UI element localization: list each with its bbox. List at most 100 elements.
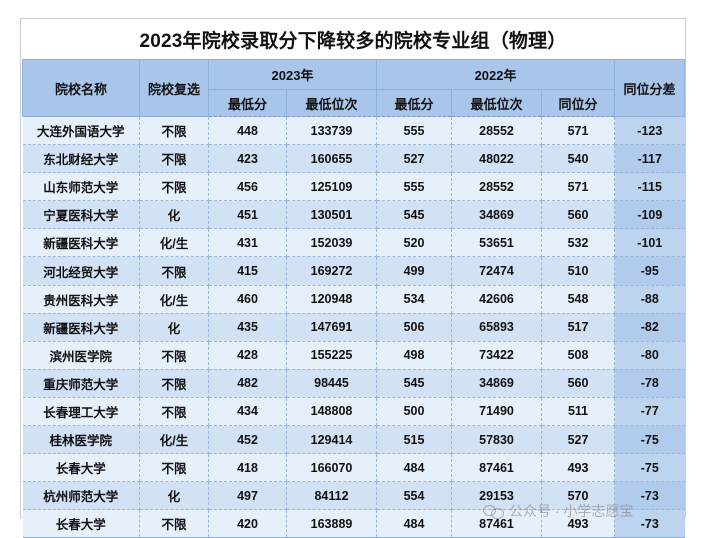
cell-subject: 不限 xyxy=(139,397,209,427)
cell-school: 河北经贸大学 xyxy=(22,256,140,286)
cell-diff: -109 xyxy=(614,200,685,230)
cell-min-rank-2023: 160655 xyxy=(286,144,378,174)
cell-school: 长春大学 xyxy=(22,453,140,483)
header-row-sub: 最低分 最低位次 最低分 最低位次 同位分 xyxy=(23,89,685,117)
watermark: 公众号 · 小学志愿宝 xyxy=(483,502,633,520)
header-year-2022: 2022年 xyxy=(376,59,616,90)
table-row: 东北财经大学 不限 423 160655 527 48022 540 -117 xyxy=(22,144,685,174)
cell-min-rank-2022: 28552 xyxy=(451,172,543,202)
cell-equiv-score: 493 xyxy=(541,453,616,483)
cell-equiv-score: 527 xyxy=(541,425,616,455)
cell-equiv-score: 571 xyxy=(541,172,616,202)
cell-subject: 不限 xyxy=(139,144,209,174)
cell-min-score-2023: 482 xyxy=(208,369,287,398)
cell-school: 山东师范大学 xyxy=(22,172,140,202)
cell-min-score-2022: 498 xyxy=(376,341,453,370)
cell-min-rank-2022: 34869 xyxy=(451,369,543,398)
cell-diff: -80 xyxy=(614,341,685,370)
table-card: 2023年院校录取分下降较多的院校专业组（物理） 院校名称 院校复选 2023年… xyxy=(20,18,686,538)
cell-min-score-2023: 423 xyxy=(208,144,287,174)
cell-subject: 化/生 xyxy=(139,285,209,314)
cell-min-rank-2023: 98445 xyxy=(286,369,378,398)
cell-min-score-2022: 545 xyxy=(376,369,453,398)
cell-min-rank-2023: 133739 xyxy=(286,116,378,146)
cell-min-rank-2022: 53651 xyxy=(451,228,543,258)
cell-subject: 不限 xyxy=(139,369,209,398)
cell-equiv-score: 493 xyxy=(541,509,616,538)
cell-min-score-2022: 499 xyxy=(376,256,453,286)
cell-diff: -73 xyxy=(614,509,685,538)
cell-min-score-2022: 555 xyxy=(376,172,453,202)
cell-equiv-score: 511 xyxy=(541,397,616,427)
table-row: 杭州师范大学化 497 84112 554 29153 570 -73 xyxy=(22,481,685,511)
cell-school: 新疆医科大学 xyxy=(22,313,140,342)
cell-min-score-2023: 435 xyxy=(208,313,287,342)
header-equiv-score: 同位分 xyxy=(541,89,616,117)
cell-min-rank-2023: 130501 xyxy=(286,200,378,230)
cell-min-score-2023: 420 xyxy=(208,509,287,538)
cell-equiv-score: 571 xyxy=(541,116,616,146)
cell-subject: 不限 xyxy=(139,172,209,202)
cell-min-rank-2022: 57830 xyxy=(451,425,543,455)
cell-school: 长春大学 xyxy=(22,509,140,538)
table-row: 重庆师范大学 不限 482 98445 545 34869 560 -78 xyxy=(22,369,685,398)
header-row-top: 院校名称 院校复选 2023年 2022年 同位分差 xyxy=(22,59,686,117)
cell-subject: 化/生 xyxy=(139,425,209,455)
watermark-text: 公众号 · 小学志愿宝 xyxy=(509,503,634,519)
cell-min-score-2023: 448 xyxy=(208,116,287,146)
cell-min-rank-2023: 163889 xyxy=(286,509,378,538)
table-row: 宁夏医科大学化 451 130501 545 34869 560 -109 xyxy=(22,200,685,230)
cell-min-score-2022: 545 xyxy=(376,200,453,230)
table-row: 桂林医学院 化/生 452 129414 515 57830 527 -75 xyxy=(22,425,685,455)
cell-subject: 化/生 xyxy=(139,228,209,258)
cell-equiv-score: 570 xyxy=(541,481,616,511)
cell-min-score-2023: 497 xyxy=(208,481,287,511)
header-min-rank-2023: 最低位次 xyxy=(285,89,378,117)
cell-min-rank-2023: 166070 xyxy=(286,453,378,483)
cell-school: 滨州医学院 xyxy=(22,341,140,370)
cell-diff: -75 xyxy=(614,453,685,483)
cell-diff: -117 xyxy=(614,144,685,174)
table-row: 长春理工大学 不限 434 148808 500 71490 511 -77 xyxy=(22,397,685,427)
cell-min-score-2022: 484 xyxy=(376,453,453,483)
table-row: 新疆医科大学 化/生 431 152039 520 53651 532 -101 xyxy=(22,228,685,258)
cell-min-score-2023: 434 xyxy=(208,397,287,427)
cell-min-rank-2022: 29153 xyxy=(451,481,543,511)
cell-subject: 不限 xyxy=(139,256,209,286)
cell-equiv-score: 548 xyxy=(541,285,616,314)
header-min-score-2022: 最低分 xyxy=(376,89,453,117)
cell-min-score-2022: 515 xyxy=(376,425,453,455)
cell-min-rank-2023: 84112 xyxy=(286,481,378,511)
cell-min-rank-2023: 147691 xyxy=(286,313,378,342)
cell-min-rank-2023: 169272 xyxy=(286,256,378,286)
cell-min-rank-2022: 72474 xyxy=(451,256,543,286)
header-min-score-2023: 最低分 xyxy=(208,89,287,117)
cell-min-score-2023: 456 xyxy=(208,172,287,202)
cell-min-rank-2023: 155225 xyxy=(286,341,378,370)
cell-diff: -95 xyxy=(614,256,685,286)
cell-min-rank-2023: 125109 xyxy=(286,172,378,202)
table-row: 贵州医科大学 化/生 460 120948 534 42606 548 -88 xyxy=(22,285,685,314)
cell-min-rank-2022: 73422 xyxy=(451,341,543,370)
cell-min-score-2023: 460 xyxy=(208,285,287,314)
header-school: 院校名称 xyxy=(22,59,140,117)
cell-min-score-2022: 534 xyxy=(376,285,453,314)
cell-min-rank-2022: 87461 xyxy=(451,453,543,483)
table-row: 新疆医科大学化 435 147691 506 65893 517 -82 xyxy=(22,313,685,342)
cell-min-score-2022: 554 xyxy=(376,481,453,511)
cell-equiv-score: 532 xyxy=(541,228,616,258)
table-row: 大连外国语大学 不限 448 133739 555 28552 571 -123 xyxy=(22,116,685,146)
cell-min-score-2022: 527 xyxy=(376,144,453,174)
table-row: 滨州医学院 不限 428 155225 498 73422 508 -80 xyxy=(22,341,685,370)
header-year-2023: 2023年 xyxy=(207,59,378,90)
cell-school: 大连外国语大学 xyxy=(22,116,140,146)
cell-school: 杭州师范大学 xyxy=(22,481,140,511)
cell-diff: -77 xyxy=(614,397,685,427)
cell-diff: -115 xyxy=(614,172,685,202)
cell-diff: -78 xyxy=(614,369,685,398)
cell-min-score-2023: 428 xyxy=(208,341,287,370)
cell-school: 宁夏医科大学 xyxy=(22,200,140,230)
header-min-rank-2022: 最低位次 xyxy=(451,89,543,117)
cell-diff: -75 xyxy=(614,425,685,455)
cell-diff: -82 xyxy=(614,313,685,342)
